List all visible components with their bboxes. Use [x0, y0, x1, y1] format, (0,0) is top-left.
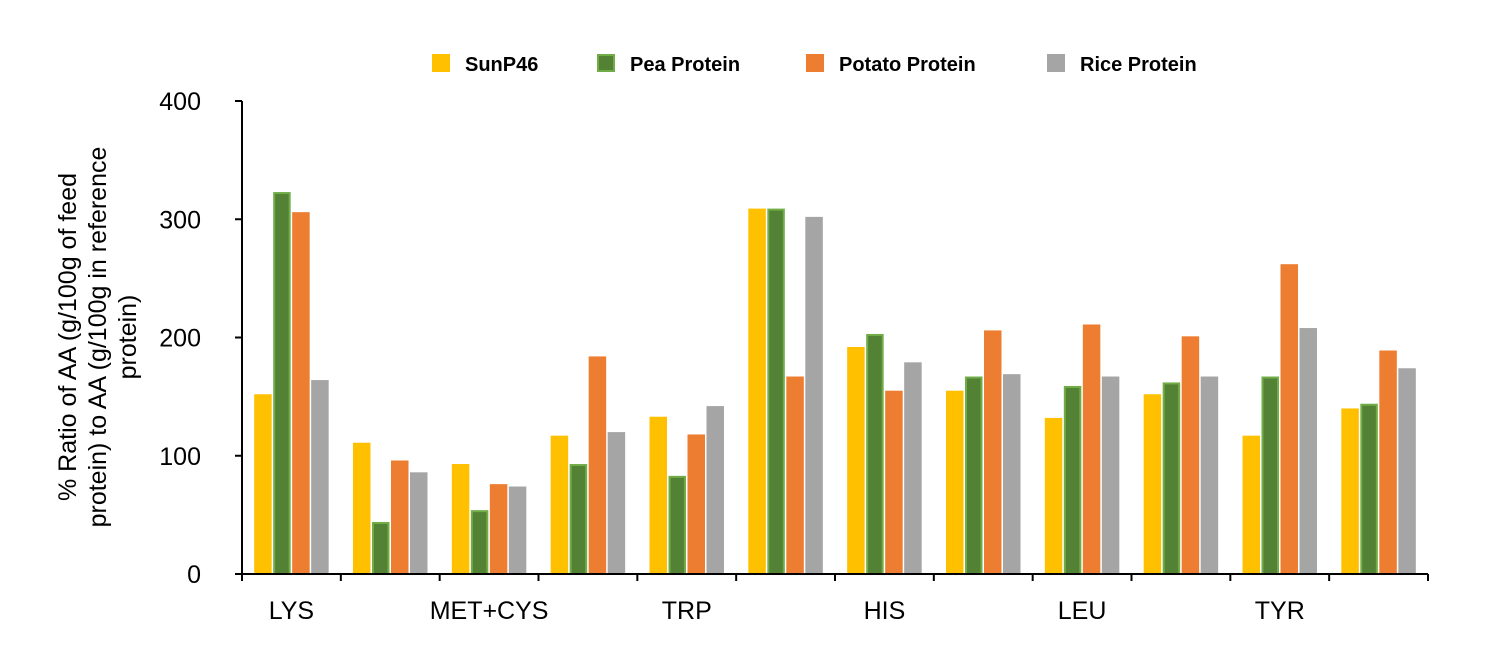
bar-potato-protein-8 [1082, 324, 1101, 574]
y-tick-label: 0 [187, 561, 201, 589]
bar-rice-protein-9 [1200, 376, 1219, 574]
bar-rice-protein-7 [1003, 374, 1021, 574]
legend-swatch-sunp46 [432, 54, 450, 72]
bar-sunp46-7 [946, 390, 964, 574]
bar-pea-protein-10 [1261, 376, 1279, 575]
y-tick-label: 100 [159, 443, 201, 471]
bar-potato-protein-6 [885, 390, 903, 574]
y-axis-title-line: % Ratio of AA (g/100g of feed [54, 173, 82, 501]
bar-potato-protein-4 [687, 434, 705, 574]
y-tick-label: 400 [159, 88, 201, 116]
bar-rice-protein-11 [1398, 368, 1416, 574]
bar-pea-protein-11 [1360, 403, 1378, 575]
legend-swatch-pea-protein [597, 54, 615, 72]
bar-pea-protein-8 [1063, 385, 1082, 576]
bar-pea-protein-0 [273, 192, 291, 576]
bar-sunp46-4 [649, 416, 667, 574]
x-tick-label: HIS [864, 597, 906, 625]
legend-label-potato-protein: Potato Protein [839, 54, 976, 76]
bar-sunp46-9 [1143, 394, 1162, 574]
y-axis-title-line: protein) to AA (g/100g in reference [84, 147, 112, 528]
legend-label-rice-protein: Rice Protein [1080, 54, 1197, 76]
bar-potato-protein-3 [588, 356, 607, 574]
y-axis-title-line: protein) [114, 295, 142, 380]
bar-rice-protein-10 [1299, 328, 1317, 574]
bar-rice-protein-0 [311, 380, 329, 574]
legend: SunP46 Pea Protein Potato Protein Rice Prot… [432, 54, 1197, 76]
bar-pea-protein-4 [668, 475, 686, 576]
bar-sunp46-6 [847, 346, 865, 574]
bar-potato-protein-0 [292, 212, 310, 574]
legend-swatch-rice-protein [1047, 54, 1065, 72]
axes: 0 100 200 300 400 LYS MET+CYS TRP HIS LEU TYR [159, 88, 1429, 625]
bar-rice-protein-1 [410, 472, 428, 574]
x-tick-label: TYR [1255, 597, 1305, 625]
bar-sunp46-1 [353, 442, 371, 574]
plot-area [254, 192, 1416, 576]
bar-sunp46-10 [1242, 435, 1260, 574]
bar-pea-protein-1 [372, 521, 390, 575]
bar-pea-protein-3 [569, 464, 588, 575]
x-tick-label: LYS [269, 597, 314, 625]
bar-potato-protein-2 [489, 484, 508, 574]
y-axis-label: % Ratio of AA (g/100g of feedprotein) to… [54, 147, 142, 528]
x-tick-label: TRP [662, 597, 712, 625]
bar-sunp46-11 [1341, 408, 1359, 574]
bar-potato-protein-5 [786, 376, 804, 574]
bar-potato-protein-11 [1379, 350, 1397, 574]
bar-potato-protein-1 [391, 460, 409, 574]
bar-rice-protein-2 [508, 486, 527, 574]
bar-pea-protein-9 [1162, 382, 1181, 575]
bar-sunp46-8 [1044, 417, 1063, 574]
bar-rice-protein-3 [607, 432, 626, 574]
bar-potato-protein-10 [1280, 264, 1298, 574]
bar-pea-protein-7 [965, 376, 983, 575]
bar-potato-protein-9 [1181, 336, 1200, 574]
bar-rice-protein-6 [904, 362, 922, 574]
bar-sunp46-0 [254, 394, 272, 574]
bar-sunp46-5 [748, 208, 766, 575]
bar-sunp46-2 [451, 464, 470, 574]
y-tick-label: 200 [159, 325, 201, 353]
bar-pea-protein-6 [866, 333, 884, 576]
bar-rice-protein-4 [706, 406, 724, 574]
bar-pea-protein-5 [767, 208, 785, 576]
bar-rice-protein-8 [1101, 376, 1120, 574]
x-tick-label: LEU [1058, 597, 1107, 625]
bar-rice-protein-5 [805, 216, 823, 574]
y-axis-title: % Ratio of AA (g/100g of feedprotein) to… [54, 147, 142, 528]
x-tick-label: MET+CYS [430, 597, 549, 625]
legend-swatch-potato-protein [806, 54, 824, 72]
bar-potato-protein-7 [984, 330, 1002, 574]
bar-sunp46-3 [550, 435, 569, 574]
legend-label-sunp46: SunP46 [465, 54, 538, 76]
bar-pea-protein-2 [470, 510, 489, 576]
y-tick-label: 300 [159, 206, 201, 234]
legend-label-pea-protein: Pea Protein [630, 54, 740, 76]
